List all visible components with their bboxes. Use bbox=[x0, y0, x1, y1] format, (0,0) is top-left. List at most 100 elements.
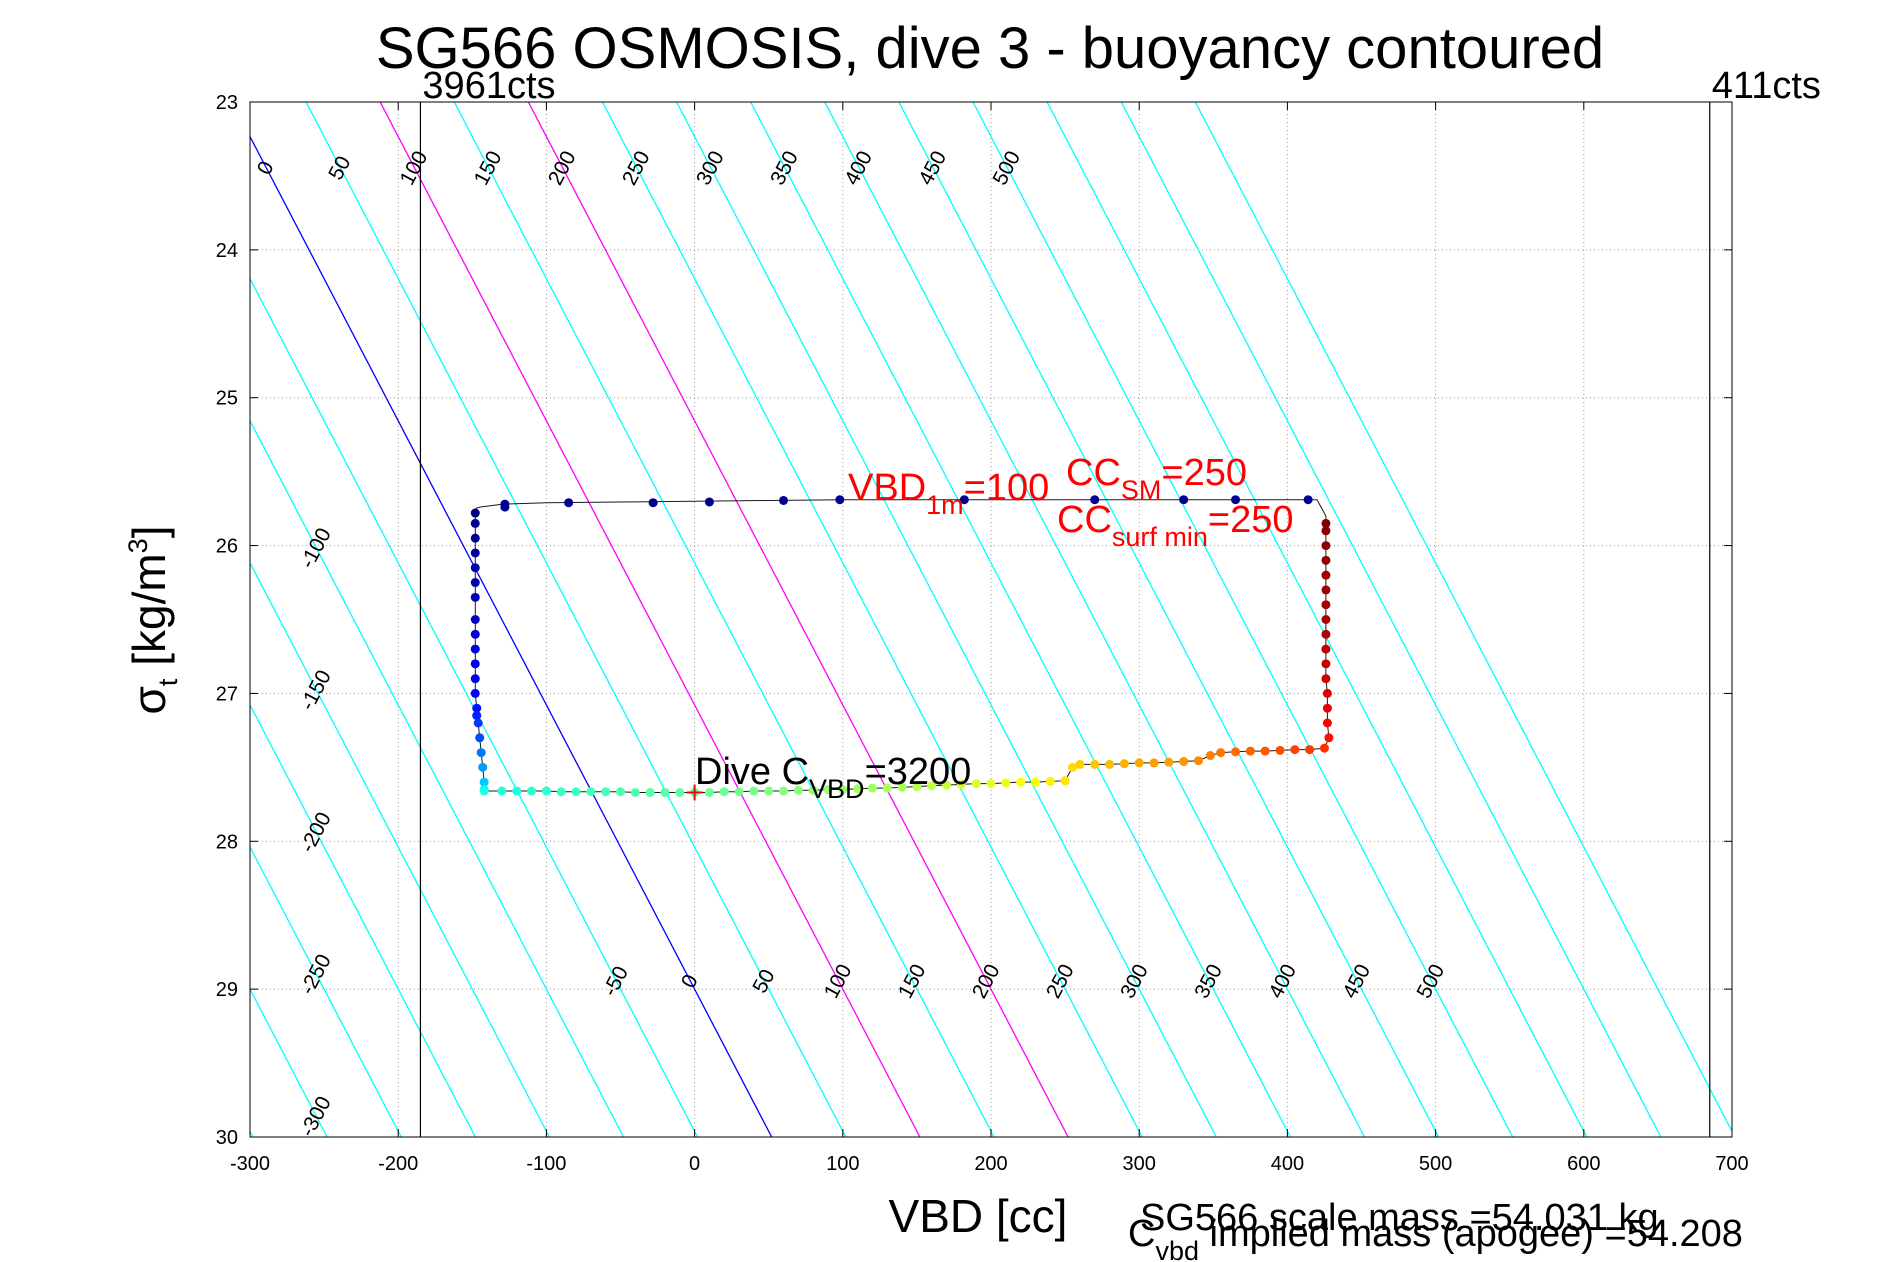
climb-point bbox=[1321, 518, 1331, 528]
apogee-bottom-point bbox=[779, 786, 789, 796]
apogee-bottom-point bbox=[541, 786, 551, 796]
apogee-bottom-point bbox=[764, 786, 774, 796]
apogee-bottom-point bbox=[1119, 759, 1129, 769]
surface-point bbox=[779, 495, 789, 505]
cc-surf-value: =250 bbox=[1208, 499, 1294, 541]
apogee-bottom-point bbox=[704, 787, 714, 797]
buoyancy-contour-line bbox=[1194, 102, 1732, 1133]
dive-descent-point bbox=[472, 711, 482, 721]
climb-point bbox=[1321, 570, 1331, 580]
apogee-bottom-point bbox=[749, 786, 759, 796]
buoyancy-contour-line bbox=[453, 102, 995, 1137]
x-axis-label: VBD [cc] bbox=[889, 1190, 1068, 1242]
dive-descent-point bbox=[470, 578, 480, 588]
climb-point bbox=[1321, 555, 1331, 565]
surface-point bbox=[564, 498, 574, 508]
buoyancy-contour-line bbox=[1046, 102, 1588, 1137]
apogee-bottom-point bbox=[719, 787, 729, 797]
y-tick-label: 29 bbox=[216, 979, 238, 1001]
dive-descent-point bbox=[470, 508, 480, 518]
chart-title: SG566 OSMOSIS, dive 3 - buoyancy contour… bbox=[376, 16, 1604, 81]
buoyancy-contour-line bbox=[898, 102, 1440, 1137]
buoyancy-contour-line bbox=[601, 102, 1143, 1137]
surface-point bbox=[500, 502, 510, 512]
dive-track bbox=[470, 495, 1334, 801]
apogee-bottom-point bbox=[1245, 746, 1255, 756]
cc-surf-base: CC bbox=[1057, 499, 1112, 541]
apogee-bottom-point bbox=[823, 785, 833, 795]
cvbd-marker bbox=[686, 784, 703, 801]
x-tick-label: 200 bbox=[974, 1153, 1007, 1175]
buoyancy-contour-line bbox=[305, 102, 847, 1137]
climb-point bbox=[1322, 688, 1332, 698]
apogee-bottom-point bbox=[956, 779, 966, 789]
buoyancy-contour-line bbox=[379, 102, 921, 1137]
apogee-bottom-point bbox=[1149, 758, 1159, 768]
apogee-bottom-point bbox=[912, 782, 922, 792]
y-label-unit: [kg/m bbox=[123, 553, 175, 678]
apogee-bottom-point bbox=[1216, 748, 1226, 758]
apogee-bottom-point bbox=[1030, 777, 1040, 787]
surface-point bbox=[959, 495, 969, 505]
apogee-bottom-point bbox=[1134, 758, 1144, 768]
apogee-bottom-point bbox=[1045, 776, 1055, 786]
axes bbox=[249, 101, 1733, 1138]
cc-sm-value: =250 bbox=[1161, 452, 1247, 494]
implied-base: C bbox=[1128, 1213, 1155, 1255]
y-label-base: σ bbox=[123, 686, 175, 714]
vbd-1m-base: VBD bbox=[848, 467, 926, 509]
apogee-bottom-point bbox=[1090, 759, 1100, 769]
apogee-bottom-point bbox=[586, 787, 596, 797]
y-label-sub: t bbox=[153, 678, 183, 686]
x-tick-label: -200 bbox=[378, 1153, 418, 1175]
apogee-bottom-point bbox=[571, 787, 581, 797]
dive-descent-point bbox=[470, 644, 480, 654]
dive-descent-point bbox=[470, 659, 480, 669]
apogee-bottom-point bbox=[986, 779, 996, 789]
climb-point bbox=[1321, 585, 1331, 595]
tick-labels: -300 -200 -100 0 100 200 300 400 500 600 700 23 24 25… bbox=[216, 92, 1749, 1175]
apogee-bottom-point bbox=[660, 787, 670, 797]
apogee-bottom-point bbox=[1193, 756, 1203, 766]
y-tick-label: 30 bbox=[216, 1127, 238, 1149]
apogee-bottom-point bbox=[897, 782, 907, 792]
apogee-bottom-point bbox=[1231, 747, 1241, 757]
climb-point bbox=[1322, 718, 1332, 728]
apogee-bottom-point bbox=[882, 783, 892, 793]
y-label-close: ] bbox=[123, 526, 175, 539]
apogee-bottom-point bbox=[1205, 751, 1215, 761]
y-tick-label: 25 bbox=[216, 388, 238, 410]
count-limit-lines: 3961cts 411cts bbox=[419, 65, 1821, 1137]
buoyancy-contour-line bbox=[675, 102, 1217, 1137]
apogee-bottom-point bbox=[734, 787, 744, 797]
apogee-bottom-point bbox=[1016, 777, 1026, 787]
apogee-bottom-point bbox=[645, 787, 655, 797]
y-tick-label: 24 bbox=[216, 240, 238, 262]
cc-sm-annotation: CCSM=250 bbox=[1066, 452, 1247, 505]
apogee-bottom-point bbox=[1319, 743, 1329, 753]
apogee-bottom-point bbox=[497, 786, 507, 796]
dive-descent-point bbox=[475, 733, 485, 743]
grid bbox=[250, 102, 1732, 1137]
vbd-1m-sub: 1m bbox=[926, 490, 964, 520]
x-tick-label: -100 bbox=[526, 1153, 566, 1175]
dive-cvbd-value: =3200 bbox=[865, 751, 972, 793]
apogee-bottom-point bbox=[630, 787, 640, 797]
climb-point bbox=[1324, 733, 1334, 743]
apogee-bottom-point bbox=[1290, 745, 1300, 755]
apogee-bottom-point bbox=[1075, 759, 1085, 769]
scale-mass-text: SG566 scale mass =54.031 kg bbox=[1140, 1197, 1659, 1239]
apogee-bottom-point bbox=[527, 786, 537, 796]
dive-cvbd-sub: VBD bbox=[809, 774, 865, 804]
apogee-bottom-point bbox=[1179, 756, 1189, 766]
surface-point bbox=[1303, 495, 1313, 505]
apogee-bottom-point bbox=[927, 781, 937, 791]
apogee-bottom-point bbox=[1275, 745, 1285, 755]
count-limit-label: 3961cts bbox=[422, 65, 555, 107]
surface-point bbox=[704, 497, 714, 507]
dive-descent-point bbox=[476, 748, 486, 758]
dive-descent-point bbox=[470, 688, 480, 698]
buoyancy-contour-line bbox=[1120, 102, 1662, 1137]
buoyancy-contour-line bbox=[250, 561, 550, 1137]
apogee-bottom-point bbox=[838, 785, 848, 795]
